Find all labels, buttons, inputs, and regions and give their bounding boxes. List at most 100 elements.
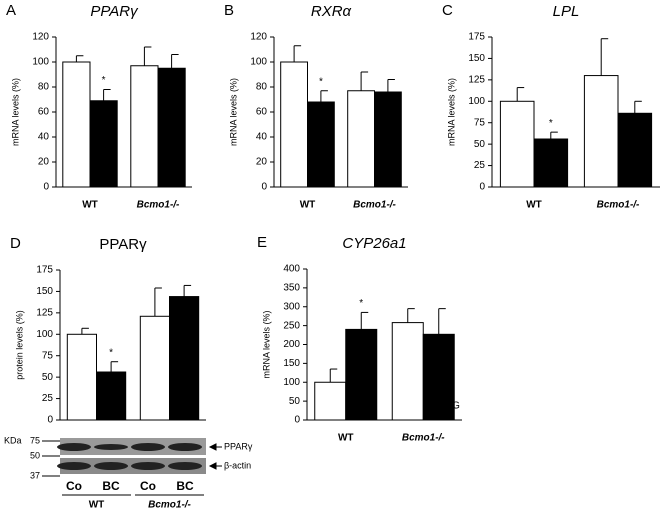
y-tick-label: 200: [283, 339, 300, 350]
y-tick-label: 125: [468, 74, 485, 85]
significance-mark: *: [109, 347, 113, 358]
y-axis-label: mRNA levels (%): [261, 310, 271, 378]
x-tick-label: WT: [526, 200, 542, 211]
bar: [139, 315, 171, 421]
bar: [617, 112, 653, 188]
y-tick-label: 40: [38, 132, 50, 143]
y-tick-label: 0: [479, 182, 485, 193]
band-signal: [131, 462, 165, 470]
lane-label: BC: [102, 479, 120, 493]
panel-letter: E: [257, 234, 267, 251]
y-tick-label: 100: [468, 96, 485, 107]
bar: [583, 75, 619, 188]
bar: [169, 296, 200, 421]
y-tick-label: 0: [47, 415, 53, 426]
x-tick-label: Bcmo1-/-: [402, 433, 445, 444]
y-tick-label: 50: [42, 372, 54, 383]
y-tick-label: 0: [294, 415, 300, 426]
bar: [391, 322, 424, 421]
note: G: [452, 401, 460, 412]
y-tick-label: 80: [256, 82, 268, 93]
x-tick-label: Bcmo1-/-: [148, 500, 191, 511]
chart-title: RXRα: [311, 3, 352, 20]
significance-mark: *: [549, 118, 553, 129]
band-signal: [57, 443, 91, 451]
y-tick-label: 50: [474, 139, 486, 150]
y-tick-label: 250: [283, 320, 300, 331]
x-tick-label: WT: [338, 433, 354, 444]
y-tick-label: 80: [38, 82, 50, 93]
y-tick-label: 20: [256, 157, 268, 168]
bar: [345, 328, 378, 421]
bar: [157, 67, 186, 188]
chart-title: LPL: [553, 3, 580, 20]
panel-letter: B: [224, 2, 234, 19]
bar: [130, 65, 159, 188]
band-signal: [94, 444, 128, 450]
y-tick-label: 150: [468, 53, 485, 64]
band-signal: [57, 462, 91, 470]
bar: [280, 61, 309, 188]
y-tick-label: 100: [283, 377, 300, 388]
chart-title: CYP26a1: [342, 235, 406, 252]
y-tick-label: 25: [42, 393, 54, 404]
y-tick-label: 300: [283, 301, 300, 312]
panel-letter: D: [10, 235, 21, 252]
chart-title: PPARγ: [99, 236, 147, 253]
x-tick-label: WT: [82, 200, 98, 211]
chart-title: PPARγ: [90, 3, 139, 20]
y-tick-label: 100: [32, 57, 49, 68]
bar: [66, 333, 98, 421]
bar: [499, 100, 535, 188]
y-tick-label: 0: [261, 182, 267, 193]
y-tick-label: 40: [256, 132, 268, 143]
band-label: β-actin: [224, 460, 251, 470]
lane-label: Co: [66, 479, 82, 493]
y-tick-label: 75: [474, 117, 486, 128]
bar: [96, 371, 127, 421]
y-tick-label: 25: [474, 160, 486, 171]
x-tick-label: WT: [300, 200, 316, 211]
lane-label: Co: [140, 479, 156, 493]
y-axis-label: protein levels (%): [14, 310, 24, 380]
lane-label: BC: [176, 479, 194, 493]
blot-unit: KDa: [4, 435, 22, 445]
y-tick-label: 20: [38, 157, 50, 168]
y-axis-label: mRNA levels (%): [10, 78, 20, 146]
y-tick-label: 100: [36, 329, 53, 340]
y-tick-label: 175: [468, 32, 485, 43]
y-tick-label: 150: [283, 358, 300, 369]
marker-label: 37: [30, 470, 40, 480]
marker-label: 75: [30, 435, 40, 445]
band-signal: [131, 443, 165, 451]
bar: [314, 381, 347, 421]
marker-label: 50: [30, 450, 40, 460]
y-tick-label: 125: [36, 307, 53, 318]
y-tick-label: 175: [36, 265, 53, 276]
y-tick-label: 75: [42, 350, 54, 361]
y-tick-label: 120: [250, 32, 267, 43]
x-tick-label: WT: [89, 500, 105, 511]
y-tick-label: 60: [256, 107, 268, 118]
significance-mark: *: [359, 298, 363, 309]
y-tick-label: 150: [36, 286, 53, 297]
x-tick-label: Bcmo1-/-: [597, 200, 640, 211]
band-signal: [94, 462, 128, 470]
significance-mark: *: [102, 75, 106, 86]
y-tick-label: 120: [32, 32, 49, 43]
band-label: PPARγ: [224, 441, 253, 451]
bar: [422, 333, 455, 421]
y-tick-label: 60: [38, 107, 50, 118]
panel-letter: A: [6, 2, 16, 19]
y-axis-label: mRNA levels (%): [446, 78, 456, 146]
significance-mark: *: [319, 76, 323, 87]
bar: [533, 138, 569, 188]
bar: [307, 101, 335, 188]
bar: [89, 100, 118, 188]
x-tick-label: Bcmo1-/-: [353, 200, 396, 211]
bar: [374, 91, 402, 188]
band-signal: [168, 443, 202, 451]
y-tick-label: 0: [43, 182, 49, 193]
y-tick-label: 50: [289, 396, 301, 407]
